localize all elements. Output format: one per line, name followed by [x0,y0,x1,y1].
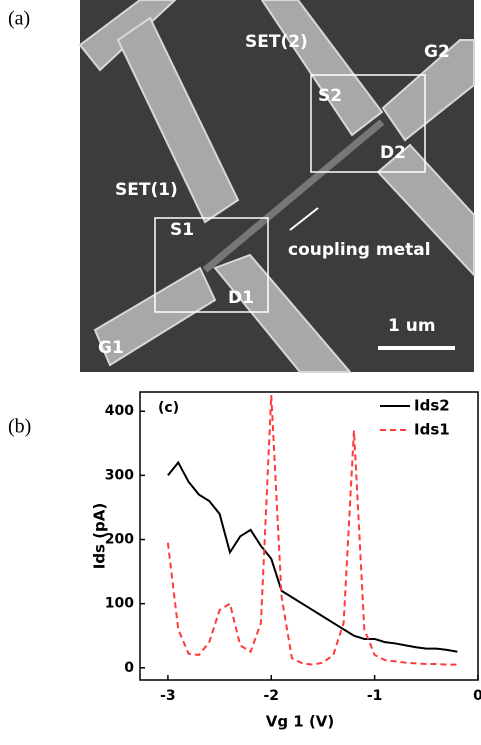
y-tick-label: 200 [105,532,134,548]
label: D2 [380,143,406,163]
label: 1 um [388,316,436,336]
legend-label: Ids1 [414,421,450,439]
x-tick-label: 0 [473,688,481,704]
label: coupling metal [288,240,431,260]
y-tick-label: 300 [105,467,134,483]
x-axis-label: Vg 1 (V) [266,713,335,731]
y-tick-label: 100 [105,596,134,612]
label: G2 [424,42,450,62]
x-tick-label: -2 [263,688,279,704]
label: S1 [170,220,194,240]
label: D1 [228,288,254,308]
label: SET(2) [245,32,308,52]
label: G1 [98,338,124,358]
panel-label: (b) [8,416,31,438]
figure: (a) SET(2) G2 S2 D2 SET(1) S1 coupling m… [0,0,481,745]
y-tick-label: 0 [124,660,134,676]
legend-label: Ids2 [414,397,450,415]
x-tick-label: -1 [367,688,383,704]
x-tick-label: -3 [160,688,176,704]
series-line [168,463,457,652]
panel-label: (a) [8,8,30,30]
annotation: (c) [158,400,179,416]
y-tick-label: 400 [105,403,134,419]
label: SET(1) [115,180,178,200]
label: S2 [318,86,342,106]
sem-image: SET(2) G2 S2 D2 SET(1) S1 coupling metal… [80,0,474,372]
